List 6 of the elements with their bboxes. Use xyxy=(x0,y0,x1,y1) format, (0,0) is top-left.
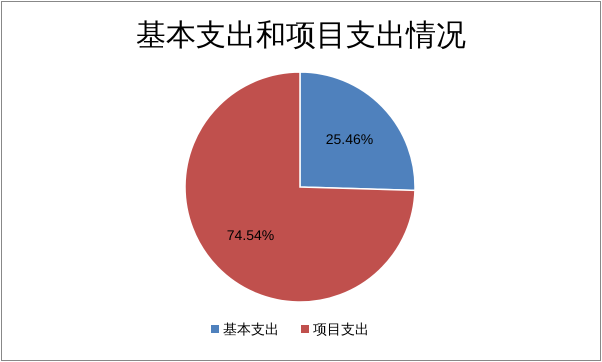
data-label: 25.46% xyxy=(326,130,374,147)
pie-slice xyxy=(184,71,416,303)
legend-label: 项目支出 xyxy=(313,322,369,338)
legend-label: 基本支出 xyxy=(223,322,279,338)
data-label: 74.54% xyxy=(226,227,274,244)
chart-title: 基本支出和项目支出情况 xyxy=(136,18,466,53)
